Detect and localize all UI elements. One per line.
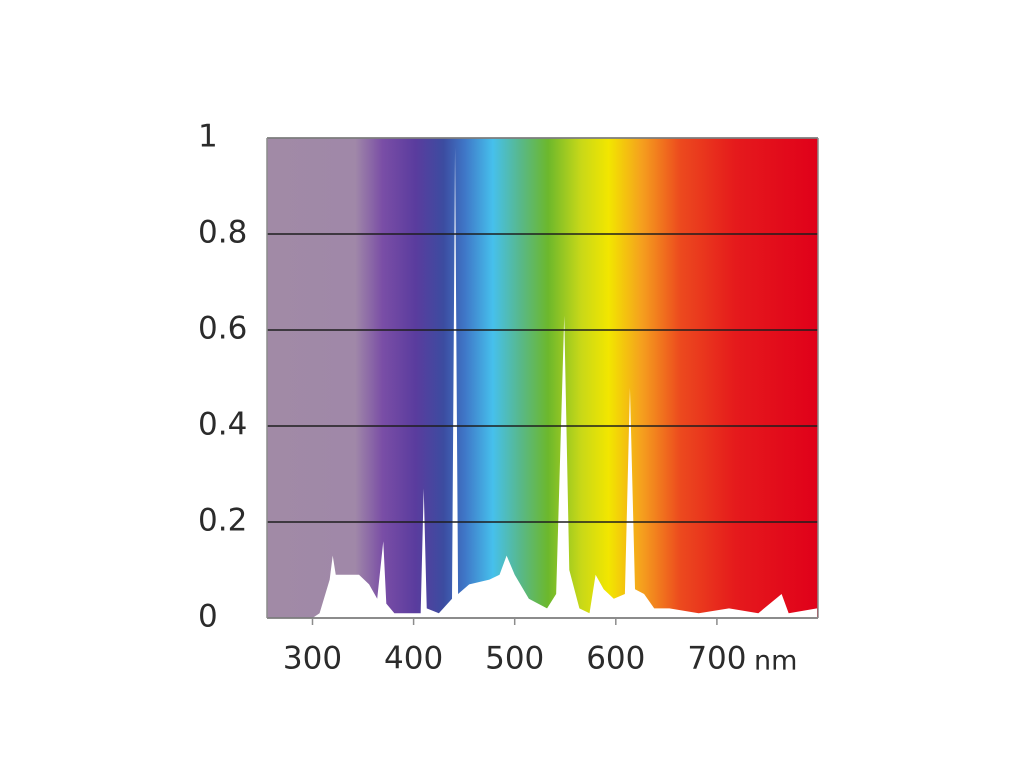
x-unit-label: nm: [754, 646, 797, 677]
y-tick-label: 0.8: [198, 215, 247, 251]
x-tick-label: 300: [283, 641, 342, 677]
spectrum-background: [267, 138, 818, 618]
x-tick-label: 700: [687, 641, 746, 677]
x-tick-label: 400: [384, 641, 443, 677]
x-tick-label: 600: [586, 641, 645, 677]
y-tick-label: 0.2: [198, 503, 247, 539]
spectrum-area: [312, 147, 817, 618]
x-tick-label: 500: [485, 641, 544, 677]
y-tick-label: 0.4: [198, 407, 247, 443]
y-tick-label: 0.6: [198, 311, 247, 347]
y-tick-label: 1: [198, 119, 218, 155]
y-tick-label: 0: [198, 599, 218, 635]
